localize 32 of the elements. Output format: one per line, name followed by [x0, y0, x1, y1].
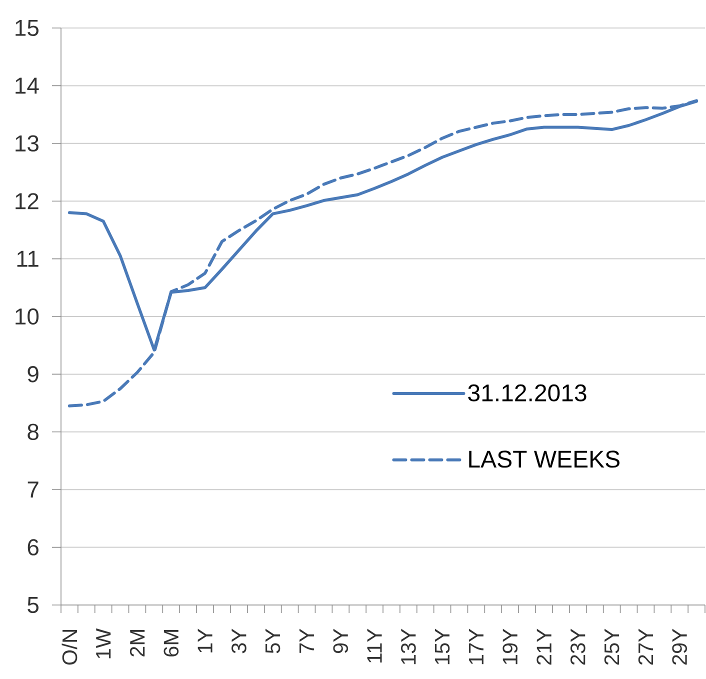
x-tick-label: 3Y: [232, 628, 246, 654]
x-tick-label: 21Y: [536, 628, 552, 665]
x-tick-label: 6M: [164, 630, 179, 656]
x-tick-label: 5Y: [266, 628, 280, 654]
x-tick-label: 11Y: [367, 628, 382, 663]
x-tick-label: 1Y: [198, 628, 212, 652]
x-tick-label: 9Y: [333, 628, 348, 654]
x-tick-label: 13Y: [400, 628, 416, 664]
y-tick-label: 6: [28, 539, 38, 556]
x-tick-label: 19Y: [502, 628, 518, 664]
x-tick-label: 15Y: [434, 628, 450, 664]
x-tick-label: 25Y: [604, 628, 620, 665]
x-tick-label: 1W: [96, 628, 111, 658]
y-tick-label: 9: [28, 366, 38, 382]
y-tick-label: 14: [16, 78, 39, 94]
y-tick-label: 15: [16, 20, 39, 36]
x-tick-label: 17Y: [468, 628, 484, 664]
x-tick-label: 2M: [130, 630, 145, 656]
y-tick-label: 11: [17, 250, 38, 267]
x-tick-label: 29Y: [672, 628, 688, 665]
y-tick-label: 8: [28, 424, 38, 440]
y-tick-label: 12: [16, 193, 38, 210]
x-tick-label: 27Y: [638, 628, 654, 665]
x-tick-label: 23Y: [570, 628, 586, 665]
legend-label: LAST WEEKS: [469, 450, 620, 468]
y-tick-label: 7: [28, 482, 38, 498]
y-tick-label: 10: [16, 308, 39, 325]
x-tick-label: 7Y: [300, 628, 314, 653]
x-tick-label: O/N: [62, 630, 78, 665]
legend-label: 31.12.2013: [468, 384, 586, 402]
y-tick-label: 13: [16, 135, 38, 152]
y-tick-label: 5: [28, 596, 39, 614]
